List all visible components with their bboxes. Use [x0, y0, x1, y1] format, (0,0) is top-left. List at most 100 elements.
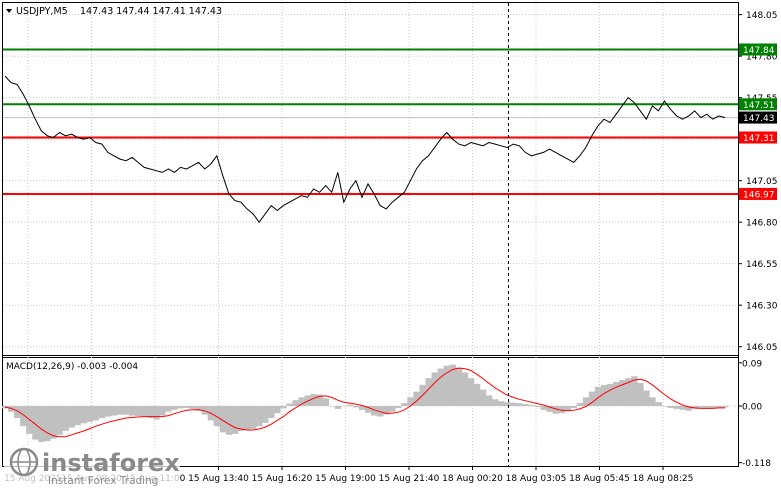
level-lines — [3, 48, 738, 195]
macd-bar — [116, 406, 124, 415]
x-tick-label: 18 Aug 00:20 — [442, 474, 503, 484]
macd-axis: 0.09 0.00 -0.118 — [738, 359, 771, 469]
macd-bar — [189, 406, 196, 409]
macd-bar — [104, 406, 112, 417]
macd-bar — [286, 403, 293, 406]
x-tick-label: 15 Aug 19:00 — [315, 474, 376, 484]
macd-bar — [358, 406, 366, 410]
macd-bar — [20, 406, 27, 427]
macd-bar — [467, 378, 475, 406]
current-price-box — [739, 111, 777, 124]
macd-bar — [14, 406, 21, 418]
macd-bar — [697, 406, 705, 408]
macd-bar — [673, 406, 680, 409]
macd-bar — [721, 406, 729, 408]
macd-bar — [413, 391, 420, 406]
macd-bar — [455, 367, 463, 406]
macd-bar — [637, 382, 644, 406]
macd-bar — [522, 404, 529, 406]
macd-bar — [510, 402, 517, 406]
macd-bar — [425, 378, 432, 406]
macd-bar — [371, 406, 378, 416]
macd-bar — [171, 406, 178, 410]
macd-label: MACD(12,26,9) -0.003 -0.004 — [6, 362, 138, 372]
macd-bar — [32, 406, 39, 440]
level-label-text: 147.51 — [743, 101, 775, 111]
macd-bar — [352, 406, 360, 408]
level-price-labels: 147.84 147.51 147.31 146.97 147.43 — [739, 43, 777, 200]
macd-bar — [498, 401, 505, 406]
macd-bar — [546, 406, 553, 412]
macd-bar — [322, 398, 329, 406]
macd-bar — [649, 397, 656, 406]
macd-bar — [310, 394, 317, 406]
macd-bar — [570, 406, 578, 408]
macd-bar — [594, 386, 602, 406]
macd-tick-label: 0.00 — [742, 403, 762, 413]
macd-bar — [401, 403, 408, 406]
macd-bar — [576, 403, 584, 406]
macd-bar — [703, 406, 711, 408]
x-tick-label: 18 Aug 03:05 — [506, 474, 567, 484]
macd-bar — [141, 406, 148, 417]
macd-bar — [516, 403, 523, 406]
macd-bar — [377, 406, 384, 417]
macd-bar — [80, 406, 87, 424]
macd-bar — [715, 406, 723, 408]
macd-tick-label: -0.118 — [742, 459, 771, 469]
macd-bar — [461, 372, 469, 406]
y-tick-label: 148.05 — [746, 11, 778, 21]
instaforex-logo: instaforex Instant Forex Trading — [4, 445, 180, 487]
macd-bar — [86, 406, 94, 422]
macd-bar — [147, 406, 154, 418]
macd-bar — [129, 406, 136, 416]
ohlc-values: 147.43 147.44 147.41 147.43 — [80, 6, 222, 17]
macd-bar — [600, 384, 608, 406]
macd-bar — [389, 406, 396, 412]
macd-bar — [431, 372, 438, 406]
macd-bar — [709, 406, 717, 408]
level-label-box — [739, 98, 777, 111]
macd-bar — [159, 406, 166, 416]
macd-bar — [292, 400, 299, 406]
macd-bar — [122, 406, 130, 415]
macd-bar — [177, 406, 184, 409]
y-tick-label: 147.80 — [746, 53, 778, 63]
current-price-text: 147.43 — [743, 114, 775, 124]
macd-bar — [268, 406, 275, 418]
macd-bar — [582, 397, 590, 406]
macd-bar — [262, 406, 269, 423]
level-label-text: 147.84 — [743, 46, 775, 56]
macd-bar — [365, 406, 372, 413]
macd-bar — [334, 406, 342, 409]
level-label-box — [739, 187, 777, 200]
macd-bar — [298, 397, 305, 406]
macd-bar — [437, 368, 444, 406]
macd-bar — [135, 406, 142, 417]
macd-bar — [449, 364, 457, 406]
macd-bar — [165, 406, 172, 412]
macd-bar — [243, 406, 251, 430]
chart-menu-triangle-icon[interactable] — [6, 9, 12, 13]
macd-bar — [588, 391, 596, 406]
price-axis: 148.05147.80147.55147.30147.05146.80146.… — [738, 11, 778, 353]
macd-bar — [250, 406, 257, 430]
macd-bar — [280, 406, 287, 409]
macd-bar — [667, 406, 674, 408]
macd-bar — [619, 380, 626, 406]
macd-bar — [92, 406, 100, 421]
macd-bar — [50, 406, 57, 439]
macd-bar — [153, 406, 160, 420]
macd-bar — [340, 406, 348, 407]
x-tick-label: 18 Aug 08:25 — [633, 474, 694, 484]
macd-bar — [195, 406, 202, 411]
macd-bar — [607, 383, 614, 406]
macd-bar — [237, 406, 245, 431]
macd-bar — [56, 406, 63, 435]
x-tick-label: 18 Aug 05:45 — [569, 474, 630, 484]
macd-bar — [486, 395, 493, 406]
macd-bar — [564, 406, 572, 411]
macd-bar — [219, 406, 227, 433]
macd-bar — [528, 405, 535, 406]
macd-bar — [44, 406, 51, 442]
